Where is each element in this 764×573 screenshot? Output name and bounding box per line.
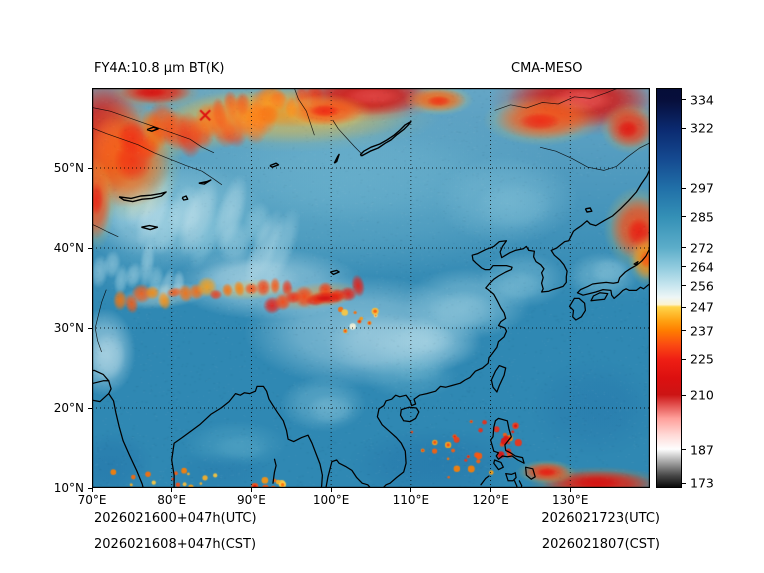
colorbar-tick	[682, 266, 686, 268]
colorbar-tick	[682, 127, 686, 129]
x-axis-tick	[410, 488, 412, 492]
colorbar-tick-label: 256	[690, 278, 714, 294]
colorbar-tick-label: 322	[690, 120, 714, 136]
x-axis-tick	[490, 488, 492, 492]
valid-time-cst: 2026021807(CST)	[541, 537, 660, 552]
colorbar-tick-label: 285	[690, 209, 714, 225]
y-tick-label: 10°N	[53, 481, 84, 495]
x-axis-tick	[171, 488, 173, 492]
x-tick-label: 110°E	[392, 493, 430, 507]
y-axis-tick	[88, 247, 92, 249]
plot-title: FY4A:10.8 μm BT(K)	[94, 61, 225, 76]
colorbar-tick-label: 187	[690, 442, 714, 458]
x-tick-label: 120°E	[472, 493, 509, 507]
colorbar-tick	[682, 99, 686, 101]
y-axis-tick	[88, 167, 92, 169]
colorbar-tick	[682, 394, 686, 396]
colorbar-tick-label: 334	[690, 92, 714, 108]
y-tick-label: 30°N	[53, 321, 84, 335]
colorbar-tick-label: 173	[690, 475, 714, 491]
init-time-utc: 2026021600+047h(UTC)	[94, 511, 257, 526]
colorbar-tick-label: 237	[690, 323, 714, 339]
y-axis-tick	[88, 407, 92, 409]
model-title: CMA-MESO	[511, 61, 583, 76]
colorbar-tick	[682, 187, 686, 189]
colorbar	[656, 88, 682, 488]
colorbar-tick	[682, 330, 686, 332]
y-axis-tick	[88, 327, 92, 329]
y-tick-label: 50°N	[53, 161, 84, 175]
init-time-cst: 2026021608+047h(CST)	[94, 537, 257, 552]
colorbar-tick-label: 225	[690, 351, 714, 367]
colorbar-tick-label: 210	[690, 387, 714, 403]
x-axis-tick	[250, 488, 252, 492]
y-tick-label: 40°N	[53, 241, 84, 255]
colorbar-tick	[682, 285, 686, 287]
y-axis-tick	[88, 487, 92, 489]
valid-time-utc: 2026021723(UTC)	[541, 511, 660, 526]
colorbar-tick-label: 247	[690, 299, 714, 315]
x-tick-label: 130°E	[552, 493, 589, 507]
colorbar-tick	[682, 306, 686, 308]
x-axis-tick	[569, 488, 571, 492]
colorbar-tick-label: 297	[690, 180, 714, 196]
map-plot-area	[92, 88, 650, 488]
x-axis-tick	[91, 488, 93, 492]
y-tick-label: 20°N	[53, 401, 84, 415]
x-tick-label: 90°E	[236, 493, 266, 507]
x-axis-tick	[330, 488, 332, 492]
colorbar-tick	[682, 482, 686, 484]
colorbar-tick-label: 272	[690, 240, 714, 256]
x-tick-label: 100°E	[312, 493, 350, 507]
colorbar-tick	[682, 358, 686, 360]
coastline-grid-overlay	[92, 88, 650, 488]
colorbar-tick	[682, 449, 686, 451]
colorbar-tick-label: 264	[690, 259, 714, 275]
colorbar-tick	[682, 216, 686, 218]
x-tick-label: 80°E	[157, 493, 187, 507]
x-tick-label: 70°E	[77, 493, 107, 507]
colorbar-tick	[682, 247, 686, 249]
